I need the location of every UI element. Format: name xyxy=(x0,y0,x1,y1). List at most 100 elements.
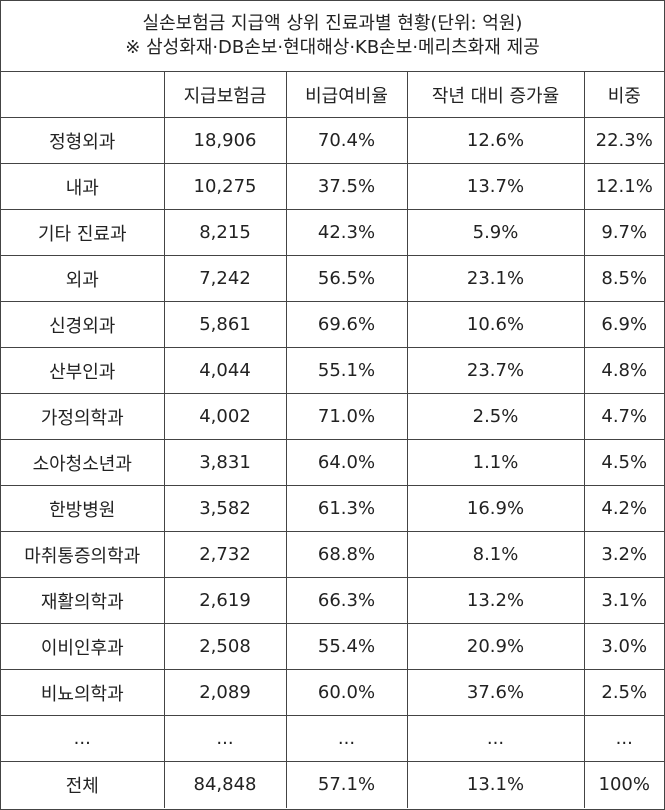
table-row: 재활의학과 2,619 66.3% 13.2% 3.1% xyxy=(1,577,664,624)
row-label: 마취통증의학과 xyxy=(1,531,165,578)
table-cell: 2,732 xyxy=(163,531,287,578)
table-cell: 12.6% xyxy=(406,117,585,164)
table-row: 신경외과 5,861 69.6% 10.6% 6.9% xyxy=(1,301,664,348)
table-cell: 4.5% xyxy=(583,439,664,486)
table-cell: 37.5% xyxy=(285,163,408,210)
header-cell: 비중 xyxy=(583,72,664,118)
table-cell: 13.1% xyxy=(406,761,585,808)
row-label: 가정의학과 xyxy=(1,393,165,440)
table-row: 마취통증의학과 2,732 68.8% 8.1% 3.2% xyxy=(1,531,664,578)
table-cell: 55.4% xyxy=(285,623,408,670)
table-row: 산부인과 4,044 55.1% 23.7% 4.8% xyxy=(1,347,664,394)
table-cell: 61.3% xyxy=(285,485,408,532)
table-cell: 5.9% xyxy=(406,209,585,256)
table-row: 한방병원 3,582 61.3% 16.9% 4.2% xyxy=(1,485,664,532)
table-cell: 20.9% xyxy=(406,623,585,670)
table-row: 기타 진료과 8,215 42.3% 5.9% 9.7% xyxy=(1,209,664,256)
table-cell: 68.8% xyxy=(285,531,408,578)
table-cell: 56.5% xyxy=(285,255,408,302)
row-label: 외과 xyxy=(1,255,165,302)
table-cell: 3.2% xyxy=(583,531,664,578)
row-label: 내과 xyxy=(1,163,165,210)
table-row: 가정의학과 4,002 71.0% 2.5% 4.7% xyxy=(1,393,664,440)
table-cell: 4.7% xyxy=(583,393,664,440)
table-cell: 23.7% xyxy=(406,347,585,394)
table-cell: 69.6% xyxy=(285,301,408,348)
table-cell: 16.9% xyxy=(406,485,585,532)
row-label: 산부인과 xyxy=(1,347,165,394)
table-cell: 66.3% xyxy=(285,577,408,624)
table-cell: 3,831 xyxy=(163,439,287,486)
title-block: 실손보험금 지급액 상위 진료과별 현황(단위: 억원) ※ 삼성화재·DB손보… xyxy=(1,1,664,72)
table-cell: 64.0% xyxy=(285,439,408,486)
table-cell: 55.1% xyxy=(285,347,408,394)
table-cell: 10.6% xyxy=(406,301,585,348)
corner-cell xyxy=(1,72,165,118)
table-cell: 2.5% xyxy=(583,669,664,716)
table-cell: ... xyxy=(406,715,585,762)
table-cell: 3,582 xyxy=(163,485,287,532)
table-cell: 23.1% xyxy=(406,255,585,302)
row-label: ... xyxy=(1,715,165,762)
table-cell: 42.3% xyxy=(285,209,408,256)
table-cell: 2,508 xyxy=(163,623,287,670)
row-label: 정형외과 xyxy=(1,117,165,164)
table-cell: 84,848 xyxy=(163,761,287,808)
row-label: 전체 xyxy=(1,761,165,808)
table-cell: 4,044 xyxy=(163,347,287,394)
header-cell: 비급여비율 xyxy=(285,72,408,118)
table-cell: 4,002 xyxy=(163,393,287,440)
table-row: 정형외과 18,906 70.4% 12.6% 22.3% xyxy=(1,117,664,164)
table-cell: 8,215 xyxy=(163,209,287,256)
table-cell: 13.7% xyxy=(406,163,585,210)
table-row: ............... xyxy=(1,715,664,762)
table-cell: 18,906 xyxy=(163,117,287,164)
table-cell: 100% xyxy=(583,761,664,808)
table-cell: 2.5% xyxy=(406,393,585,440)
table-cell: 70.4% xyxy=(285,117,408,164)
table-row: 내과 10,275 37.5% 13.7% 12.1% xyxy=(1,163,664,210)
subtitle: ※ 삼성화재·DB손보·현대해상·KB손보·메리츠화재 제공 xyxy=(125,37,540,58)
row-label: 소아청소년과 xyxy=(1,439,165,486)
table-cell: 4.2% xyxy=(583,485,664,532)
row-label: 비뇨의학과 xyxy=(1,669,165,716)
table-cell: 22.3% xyxy=(583,117,664,164)
header-cell: 작년 대비 증가율 xyxy=(406,72,585,118)
table-cell: 10,275 xyxy=(163,163,287,210)
title: 실손보험금 지급액 상위 진료과별 현황(단위: 억원) xyxy=(142,13,523,34)
row-label: 신경외과 xyxy=(1,301,165,348)
row-label: 재활의학과 xyxy=(1,577,165,624)
table-cell: ... xyxy=(285,715,408,762)
table-cell: 6.9% xyxy=(583,301,664,348)
table-cell: 3.0% xyxy=(583,623,664,670)
table-cell: 4.8% xyxy=(583,347,664,394)
table-cell: 60.0% xyxy=(285,669,408,716)
row-label: 한방병원 xyxy=(1,485,165,532)
table-cell: 12.1% xyxy=(583,163,664,210)
table-cell: 57.1% xyxy=(285,761,408,808)
header-row: 지급보험금 비급여비율 작년 대비 증가율 비중 xyxy=(1,72,664,118)
table-cell: 8.5% xyxy=(583,255,664,302)
table-cell: 1.1% xyxy=(406,439,585,486)
table-cell: 71.0% xyxy=(285,393,408,440)
table-body: 지급보험금 비급여비율 작년 대비 증가율 비중 정형외과 18,906 70.4% 12.… xyxy=(1,72,664,808)
table-cell: 5,861 xyxy=(163,301,287,348)
table-cell: 2,089 xyxy=(163,669,287,716)
table-row: 이비인후과 2,508 55.4% 20.9% 3.0% xyxy=(1,623,664,670)
table-cell: 8.1% xyxy=(406,531,585,578)
row-label: 기타 진료과 xyxy=(1,209,165,256)
table-cell: 2,619 xyxy=(163,577,287,624)
table-cell: 3.1% xyxy=(583,577,664,624)
table: 지급보험금 비급여비율 작년 대비 증가율 비중 정형외과 18,906 70.4% 12.… xyxy=(1,72,664,808)
table-cell: 13.2% xyxy=(406,577,585,624)
table-row: 전체 84,848 57.1% 13.1% 100% xyxy=(1,761,664,808)
table-cell: 7,242 xyxy=(163,255,287,302)
table-cell: ... xyxy=(163,715,287,762)
row-label: 이비인후과 xyxy=(1,623,165,670)
table-row: 소아청소년과 3,831 64.0% 1.1% 4.5% xyxy=(1,439,664,486)
table-row: 비뇨의학과 2,089 60.0% 37.6% 2.5% xyxy=(1,669,664,716)
header-cell: 지급보험금 xyxy=(163,72,287,118)
table-cell: 9.7% xyxy=(583,209,664,256)
table-cell: ... xyxy=(583,715,664,762)
